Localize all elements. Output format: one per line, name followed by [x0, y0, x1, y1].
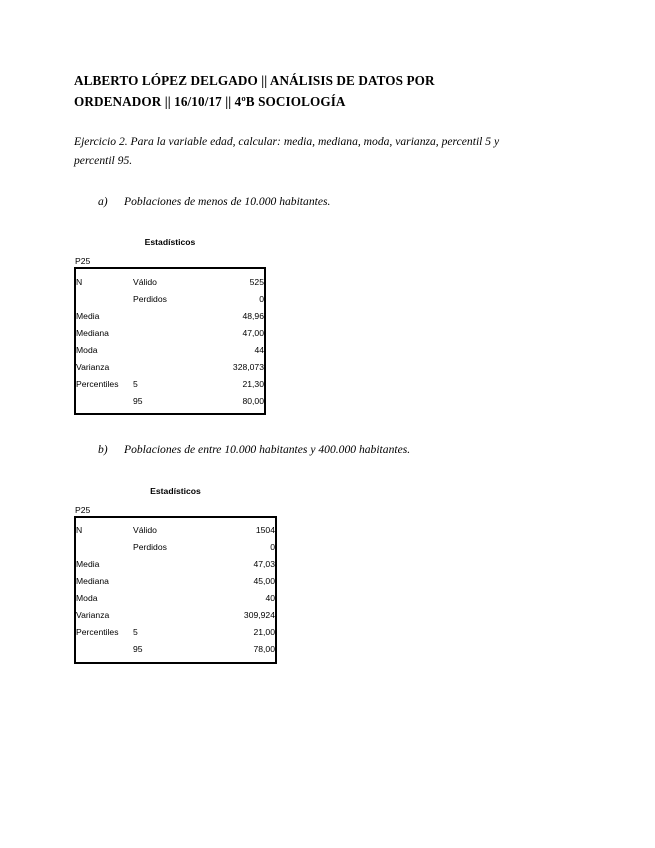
table-spacer-row: [75, 409, 265, 414]
table-row: 95 80,00: [75, 392, 265, 409]
statistic-value-cell: 525: [249, 276, 264, 287]
statistics-table: N Válido 1504 Perdidos 0 Media 47,03 Mediana 45,…: [74, 515, 277, 664]
table-row: Moda 40: [75, 590, 276, 607]
statistic-value-cell: 40: [265, 593, 275, 604]
statistic-subcategory-cell: Válido: [133, 525, 157, 536]
statistic-subcategory-cell: [133, 607, 194, 624]
statistic-name-cell: Media: [76, 559, 100, 570]
statistic-value-cell: 45,00: [253, 576, 275, 587]
statistic-value-cell: 44: [254, 344, 264, 355]
statistic-value-cell: 47,03: [253, 559, 275, 570]
table-variable-label: P25: [75, 504, 91, 515]
statistic-value-cell: 0: [270, 542, 275, 553]
statistic-name-cell: N: [76, 276, 83, 287]
table-row: Media 48,96: [75, 307, 265, 324]
statistic-name-cell: Percentiles: [76, 378, 119, 389]
statistic-subcategory-cell: [133, 358, 194, 375]
statistic-subcategory-cell: [133, 556, 194, 573]
list-item: b) Poblaciones de entre 10.000 habitante…: [98, 441, 582, 460]
statistic-name-cell: [75, 641, 133, 658]
table-row: Media 47,03: [75, 556, 276, 573]
statistic-name-cell: [75, 290, 133, 307]
table-row: 95 78,00: [75, 641, 276, 658]
table-row: N Válido 1504: [75, 522, 276, 539]
list-item: a) Poblaciones de menos de 10.000 habita…: [98, 193, 582, 212]
statistic-subcategory-cell: [133, 590, 194, 607]
table-row: Perdidos 0: [75, 290, 265, 307]
document-content: ALBERTO LÓPEZ DELGADO || ANÁLISIS DE DAT…: [74, 70, 582, 664]
statistic-value-cell: 48,96: [242, 310, 264, 321]
table-row: N Válido 525: [75, 273, 265, 290]
table-spacer-row: [75, 658, 276, 663]
statistic-subcategory-cell: 5: [133, 378, 138, 389]
table-row: Mediana 47,00: [75, 324, 265, 341]
statistic-name-cell: Moda: [76, 344, 98, 355]
table-row: Perdidos 0: [75, 539, 276, 556]
statistic-subcategory-cell: Perdidos: [133, 293, 167, 304]
statistic-name-cell: Varianza: [76, 610, 110, 621]
statistic-name-cell: Media: [76, 310, 100, 321]
statistic-value-cell: 47,00: [242, 327, 264, 338]
spss-output-b: Estadísticos P25 N Válido 1504 Perdidos 0 Med…: [74, 486, 582, 664]
list-item-marker: b): [98, 443, 108, 457]
statistic-value-cell: 1504: [255, 525, 275, 536]
table-caption: Estadísticos: [144, 237, 196, 248]
statistic-subcategory-cell: 95: [133, 644, 143, 655]
statistic-subcategory-cell: [133, 573, 194, 590]
statistic-name-cell: Moda: [76, 593, 98, 604]
table-variable-label: P25: [75, 256, 91, 267]
table-row: Percentiles 5 21,30: [75, 375, 265, 392]
table-row: Mediana 45,00: [75, 573, 276, 590]
statistic-subcategory-cell: [133, 341, 194, 358]
statistic-value-cell: 21,00: [253, 627, 275, 638]
statistic-subcategory-cell: [133, 307, 194, 324]
table-row: Varianza 309,924: [75, 607, 276, 624]
statistic-value-cell: 328,073: [232, 361, 264, 372]
statistic-name-cell: Mediana: [76, 576, 109, 587]
statistic-value-cell: 0: [259, 293, 264, 304]
statistic-name-cell: Percentiles: [76, 627, 119, 638]
statistic-subcategory-cell: 95: [133, 395, 143, 406]
section-b: b) Poblaciones de entre 10.000 habitante…: [74, 441, 582, 664]
page-title: ALBERTO LÓPEZ DELGADO || ANÁLISIS DE DAT…: [74, 73, 435, 110]
spss-output-a: Estadísticos P25 N Válido 525 Perdidos 0 Medi…: [74, 237, 582, 416]
list-item-marker: a): [98, 194, 108, 208]
list-item-label: Poblaciones de menos de 10.000 habitante…: [124, 194, 331, 208]
statistic-subcategory-cell: [133, 324, 194, 341]
statistic-subcategory-cell: Perdidos: [133, 542, 167, 553]
statistic-subcategory-cell: 5: [133, 627, 138, 638]
statistics-table: N Válido 525 Perdidos 0 Media 48,96 Mediana 47,0…: [74, 267, 266, 416]
list-item-label: Poblaciones de entre 10.000 habitantes y…: [124, 443, 411, 457]
statistic-value-cell: 21,30: [242, 378, 264, 389]
statistic-name-cell: [75, 539, 133, 556]
statistic-name-cell: Varianza: [76, 361, 110, 372]
statistic-name-cell: Mediana: [76, 327, 109, 338]
statistic-subcategory-cell: Válido: [133, 276, 157, 287]
section-a: a) Poblaciones de menos de 10.000 habita…: [74, 193, 582, 416]
table-row: Varianza 328,073: [75, 358, 265, 375]
table-caption: Estadísticos: [150, 485, 201, 496]
statistic-value-cell: 309,924: [243, 610, 275, 621]
statistic-value-cell: 78,00: [253, 644, 275, 655]
table-row: Moda 44: [75, 341, 265, 358]
table-row: Percentiles 5 21,00: [75, 624, 276, 641]
statistic-value-cell: 80,00: [242, 395, 264, 406]
statistic-name-cell: N: [76, 525, 83, 536]
statistic-name-cell: [75, 392, 133, 409]
exercise-statement: Ejercicio 2. Para la variable edad, calc…: [74, 134, 500, 168]
